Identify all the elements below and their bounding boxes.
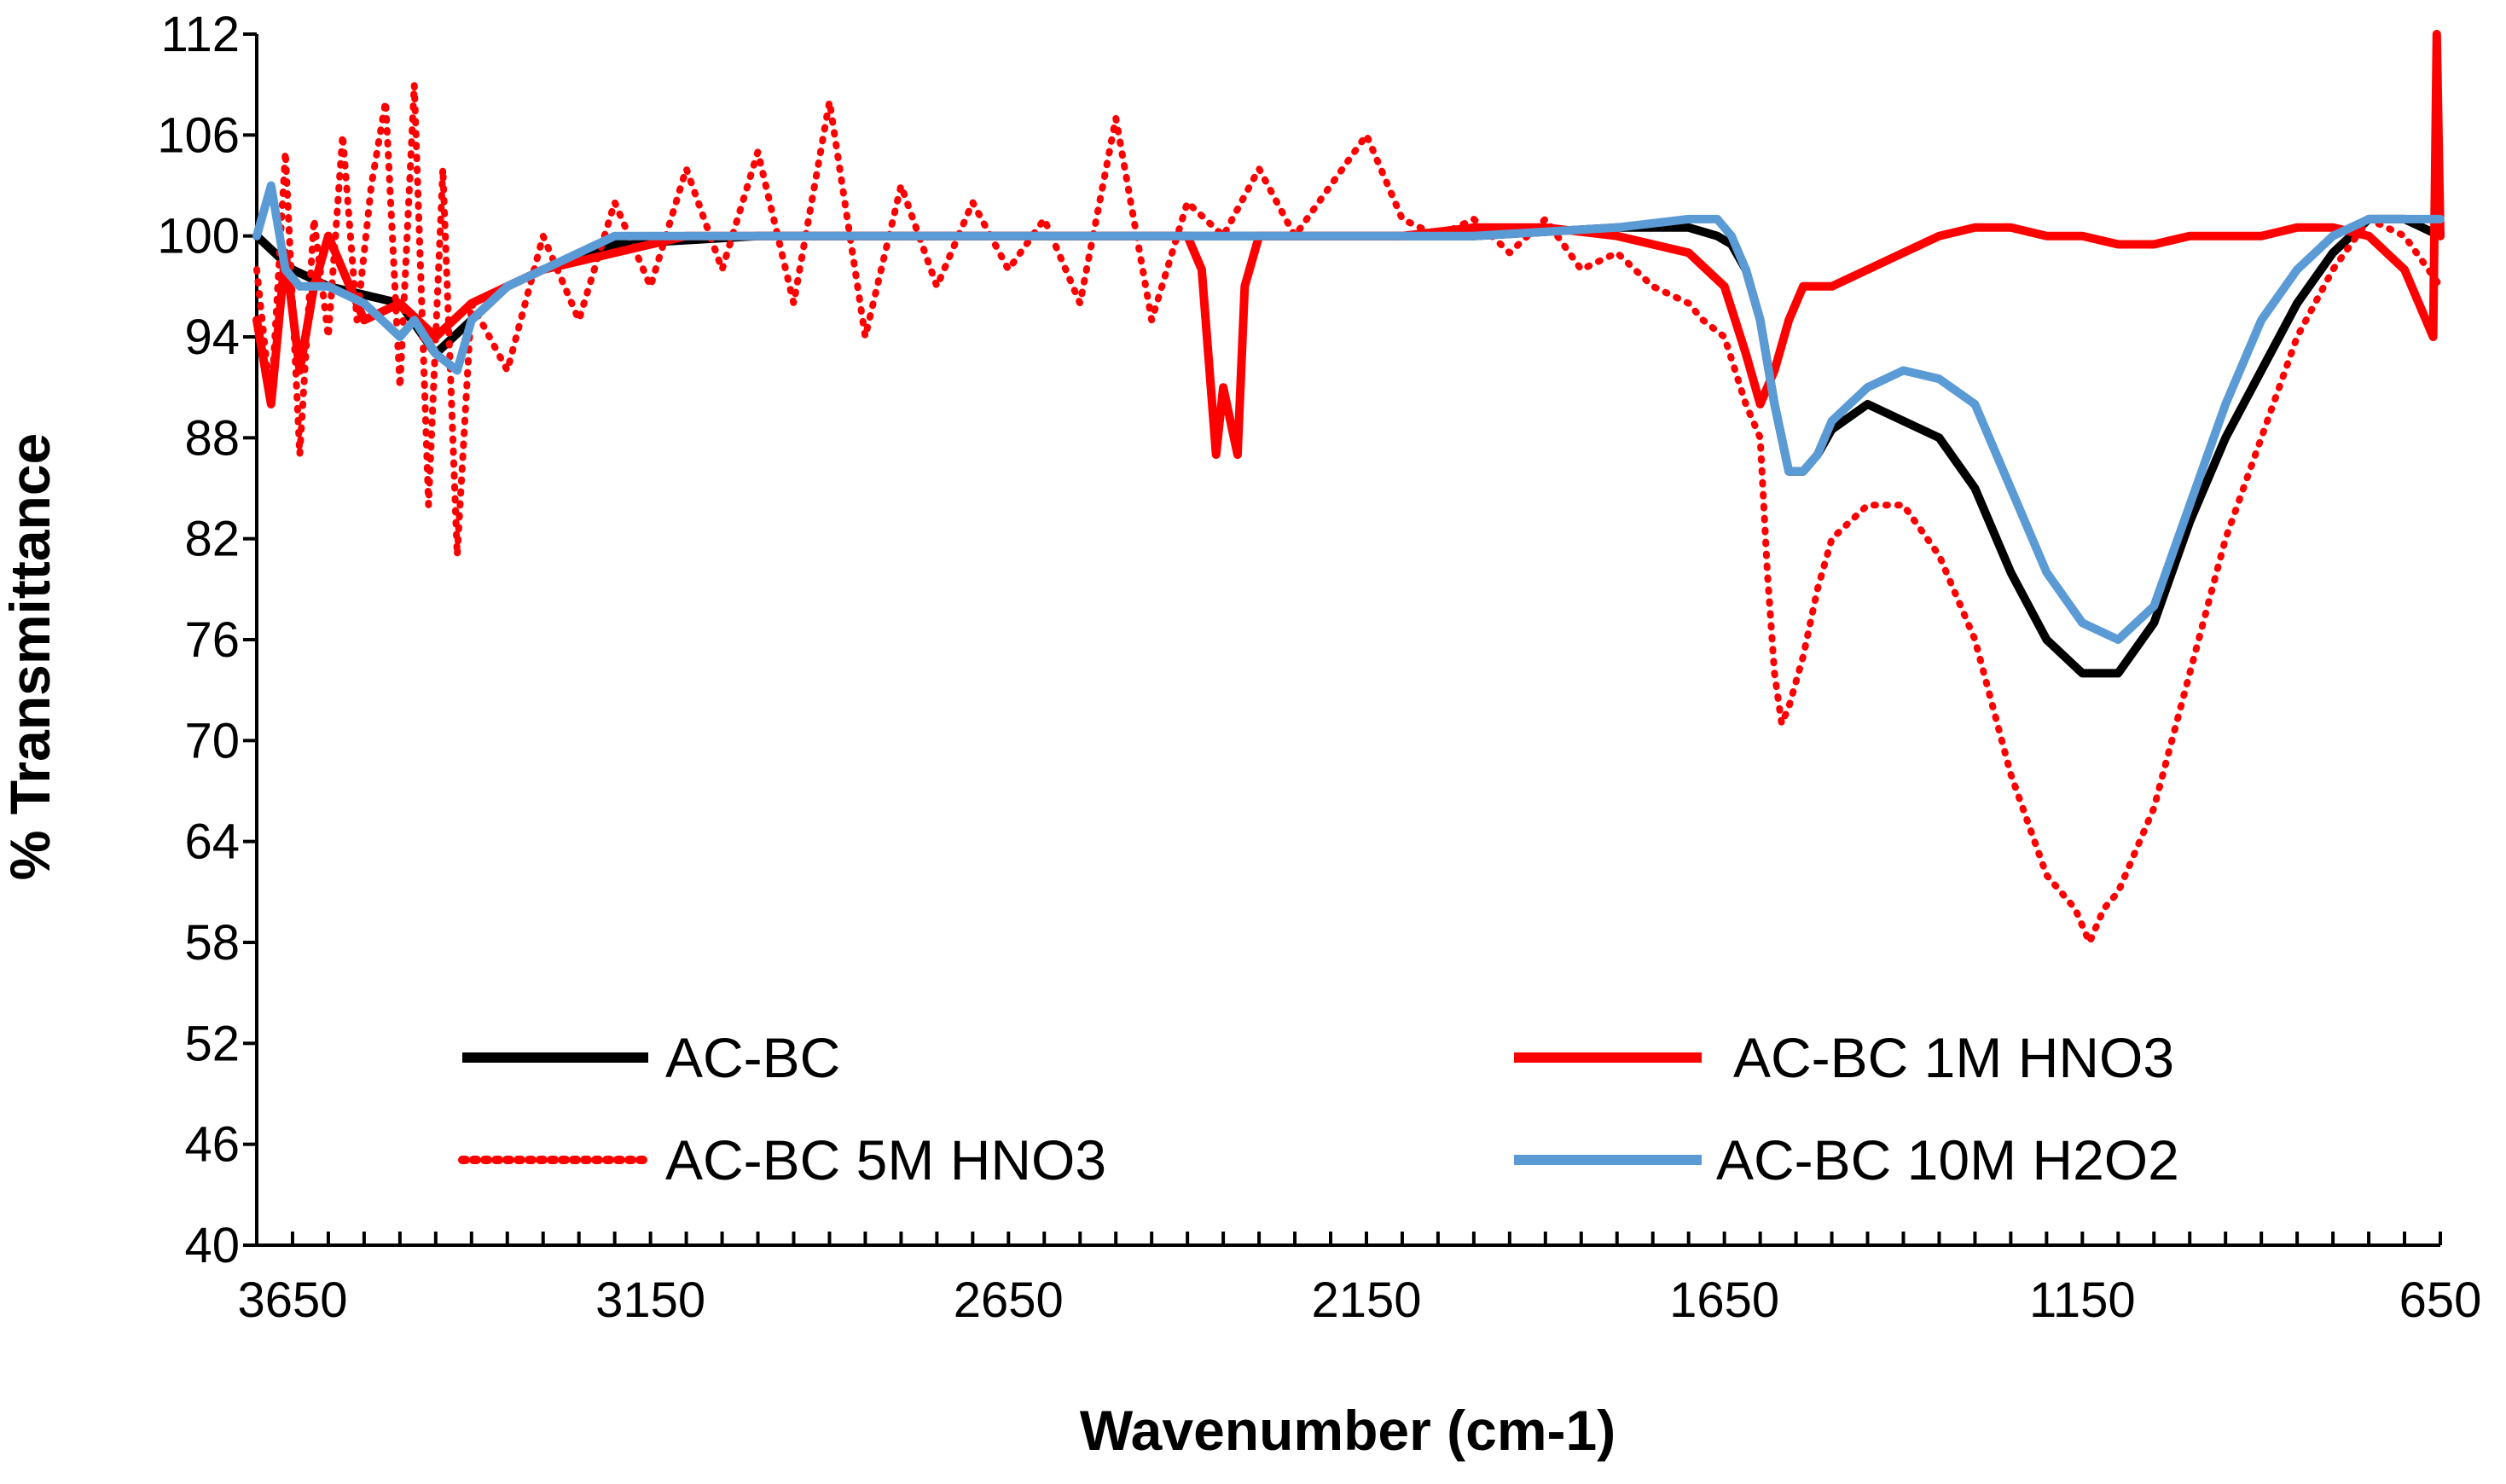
- series-line-ac-bc-5m-hno3: [253, 81, 2444, 946]
- y-axis: 40 46 52 58 64 70 76 82 88 94 100 106 112: [157, 7, 258, 1273]
- y-tick-label: 70: [184, 713, 240, 768]
- legend-item-ac-bc-1m-hno3: AC-BC 1M HNO3: [1514, 1026, 2174, 1089]
- legend-label-ac-bc-1m-hno3: AC-BC 1M HNO3: [1733, 1026, 2174, 1089]
- x-tick-label: 3150: [595, 1272, 705, 1328]
- legend-label-ac-bc: AC-BC: [665, 1026, 840, 1089]
- legend-item-ac-bc: AC-BC: [462, 1026, 840, 1089]
- y-tick-label: 106: [157, 107, 240, 163]
- y-axis-title: % Transmittance: [0, 433, 61, 881]
- series-layer: [252, 30, 2445, 946]
- y-tick-label: 100: [157, 209, 240, 264]
- y-tick-label: 76: [184, 612, 240, 668]
- y-tick-label: 40: [184, 1218, 240, 1273]
- x-axis-title: Wavenumber (cm-1): [1080, 1399, 1616, 1462]
- x-tick-label: 650: [2399, 1272, 2482, 1328]
- x-tick-label: 2650: [954, 1272, 1064, 1328]
- y-tick-label: 46: [184, 1117, 240, 1173]
- x-tick-label: 3650: [237, 1272, 347, 1328]
- x-tick-group: 3650 3150 2650 2150 1650 1150 650: [237, 1232, 2481, 1328]
- series-line-ac-bc-10m-h2o2: [252, 181, 2445, 644]
- legend-label-ac-bc-10m-h2o2: AC-BC 10M H2O2: [1716, 1128, 2179, 1191]
- x-tick-label: 1650: [1669, 1272, 1779, 1328]
- legend-label-ac-bc-5m-hno3: AC-BC 5M HNO3: [665, 1128, 1106, 1191]
- legend-item-ac-bc-5m-hno3: AC-BC 5M HNO3: [458, 1128, 1106, 1191]
- x-tick-label: 2150: [1311, 1272, 1421, 1328]
- y-tick-label: 94: [184, 310, 240, 365]
- y-tick-label: 88: [184, 410, 240, 466]
- y-tick-group: 40 46 52 58 64 70 76 82 88 94 100 106 112: [157, 7, 257, 1273]
- legend: AC-BC AC-BC 1M HNO3 AC-BC 5M HNO3 AC-BC …: [458, 1026, 2179, 1191]
- y-tick-label: 82: [184, 512, 240, 567]
- series-line-ac-bc-1m-hno3: [252, 30, 2445, 460]
- y-tick-label: 112: [161, 7, 240, 62]
- y-tick-label: 64: [184, 814, 240, 870]
- series-line-ac-bc: [252, 214, 2445, 678]
- legend-item-ac-bc-10m-h2o2: AC-BC 10M H2O2: [1514, 1128, 2179, 1191]
- x-axis: 3650 3150 2650 2150 1650 1150 650: [237, 1232, 2481, 1328]
- y-tick-label: 52: [184, 1016, 240, 1071]
- y-tick-label: 58: [184, 915, 240, 971]
- x-tick-label: 1150: [2029, 1272, 2136, 1328]
